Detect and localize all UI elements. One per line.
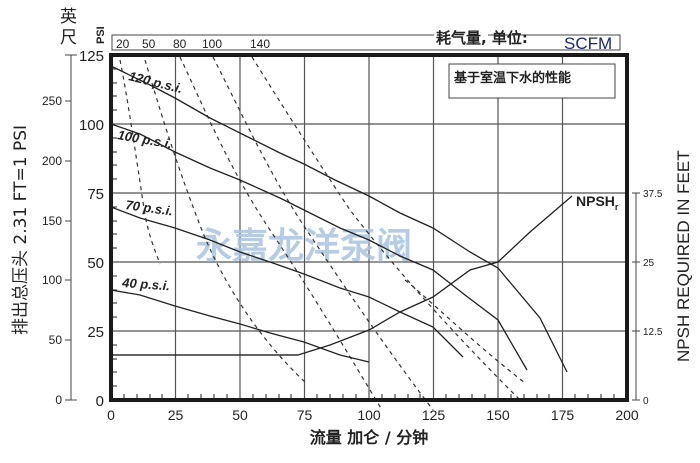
scfm-tick-100: 100	[202, 37, 222, 51]
psi-tick-150: 150	[42, 214, 62, 228]
right-axis-title: NPSH REQUIRED IN FEET	[674, 150, 693, 362]
x-tick-200: 200	[615, 407, 639, 423]
watermark: 永嘉龙洋泵阀	[196, 226, 412, 267]
scfm-20-curve	[119, 59, 161, 265]
feet-label-1: 英	[60, 7, 77, 27]
psi-tick-50: 50	[49, 333, 63, 347]
feet-tick-25: 25	[87, 324, 104, 341]
psi-40-curve	[110, 289, 370, 363]
x-tick-0: 0	[107, 407, 115, 423]
psi-curves	[110, 65, 573, 373]
psi-100-curve	[110, 123, 528, 371]
label-70-psi: 70 p.s.i.	[125, 197, 174, 218]
x-tick-125: 125	[422, 407, 446, 423]
psi-120-curve	[110, 65, 568, 373]
npsh-tick-12-5: 12.5	[643, 327, 663, 338]
scfm-100-curve	[212, 56, 434, 411]
psi-tick-0: 0	[55, 393, 62, 407]
x-axis-title: 流量 加仑 / 分钟	[310, 428, 429, 447]
scfm-title-bg	[434, 26, 488, 46]
psi-tick-100: 100	[42, 273, 62, 287]
psi-tick-250: 250	[42, 94, 62, 108]
feet-tick-100: 100	[79, 117, 104, 134]
npsh-tick-0: 0	[643, 396, 649, 407]
x-tick-175: 175	[551, 407, 575, 423]
npsh-curve	[111, 195, 573, 356]
legend-text: 基于室温下水的性能	[453, 70, 571, 86]
scfm-50-curve	[144, 59, 306, 383]
scfm-curves	[119, 56, 526, 411]
psi-ticks	[65, 100, 71, 341]
feet-tick-50: 50	[87, 255, 104, 272]
psi-tick-200: 200	[42, 154, 62, 168]
scfm-140-curve	[251, 56, 521, 401]
scfm-unit: SCFM	[564, 34, 612, 53]
legend-box	[448, 63, 616, 99]
plot-frame	[109, 53, 629, 402]
label-100-psi: 100 p.s.i.	[116, 127, 173, 151]
psi-axis-label: PSI	[95, 26, 107, 44]
x-tick-25: 25	[168, 407, 184, 423]
scfm-tick-80: 80	[173, 37, 187, 51]
feet-label-2: 尺	[60, 28, 77, 48]
npsh-label: NPSHr	[576, 193, 619, 212]
label-40-psi: 40 p.s.i.	[121, 275, 171, 293]
x-tick-100: 100	[357, 407, 381, 423]
scfm-tick-140: 140	[250, 37, 270, 51]
scfm-strip	[111, 34, 621, 51]
x-tick-50: 50	[232, 407, 248, 423]
feet-tick-125: 125	[79, 48, 104, 65]
scfm-80-curve	[179, 56, 383, 411]
npsh-tick-25: 25	[643, 258, 655, 269]
scfm-title: 耗气量, 单位:	[436, 29, 528, 47]
scfm-tick-50: 50	[142, 37, 156, 51]
scfm-extra-curve	[404, 279, 526, 384]
x-tick-150: 150	[486, 407, 510, 423]
left-axis-title: 排出总压头 2.31 FT=1 PSI	[11, 125, 31, 335]
npsh-tick-37-5: 37.5	[643, 189, 663, 200]
feet-tick-0: 0	[96, 393, 104, 410]
psi-70-curve	[110, 206, 464, 358]
x-tick-75: 75	[297, 407, 313, 423]
scfm-tick-20: 20	[116, 37, 130, 51]
feet-tick-75: 75	[87, 186, 104, 203]
